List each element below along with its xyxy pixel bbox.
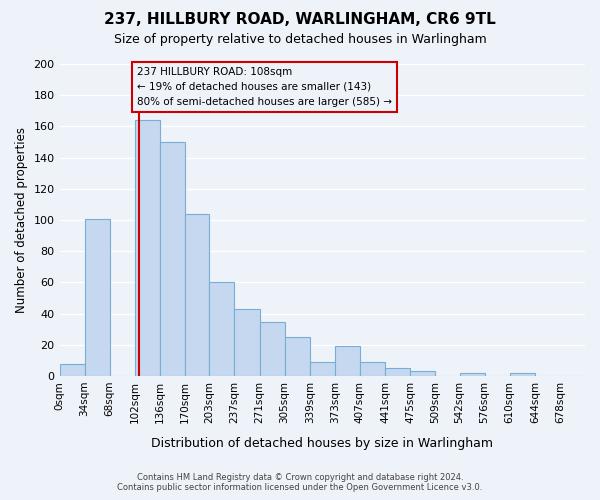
Bar <box>160 142 185 376</box>
Bar <box>85 218 110 376</box>
Bar <box>59 364 85 376</box>
Bar <box>310 362 335 376</box>
Bar <box>185 214 209 376</box>
Y-axis label: Number of detached properties: Number of detached properties <box>15 127 28 313</box>
Text: 237 HILLBURY ROAD: 108sqm
← 19% of detached houses are smaller (143)
80% of semi: 237 HILLBURY ROAD: 108sqm ← 19% of detac… <box>137 67 392 106</box>
Bar <box>460 373 485 376</box>
Bar <box>260 322 284 376</box>
Bar <box>510 373 535 376</box>
Text: Size of property relative to detached houses in Warlingham: Size of property relative to detached ho… <box>113 32 487 46</box>
Text: Contains HM Land Registry data © Crown copyright and database right 2024.
Contai: Contains HM Land Registry data © Crown c… <box>118 473 482 492</box>
Bar <box>335 346 360 376</box>
Bar <box>235 309 260 376</box>
Text: 237, HILLBURY ROAD, WARLINGHAM, CR6 9TL: 237, HILLBURY ROAD, WARLINGHAM, CR6 9TL <box>104 12 496 28</box>
Bar <box>284 337 310 376</box>
Bar <box>135 120 160 376</box>
Bar <box>410 372 435 376</box>
Bar <box>360 362 385 376</box>
X-axis label: Distribution of detached houses by size in Warlingham: Distribution of detached houses by size … <box>151 437 493 450</box>
Bar <box>209 282 235 376</box>
Bar <box>385 368 410 376</box>
